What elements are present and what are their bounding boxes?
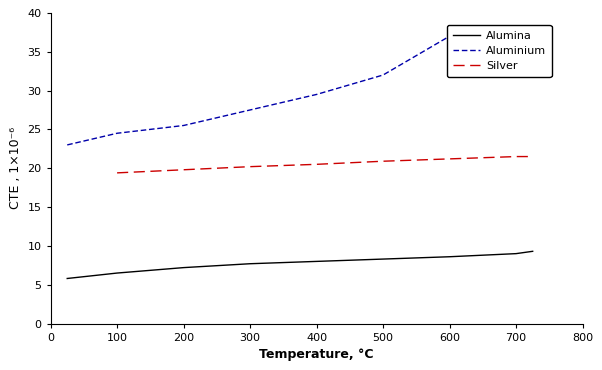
Alumina	[64, 276, 71, 281]
Aluminium	[246, 108, 253, 112]
Alumina	[379, 257, 386, 261]
Alumina	[313, 259, 320, 263]
Line: Alumina: Alumina	[67, 251, 533, 279]
Aluminium	[379, 73, 386, 77]
Silver	[529, 154, 536, 159]
Line: Silver: Silver	[117, 157, 533, 173]
Aluminium	[313, 92, 320, 97]
Silver	[246, 164, 253, 169]
Alumina	[246, 262, 253, 266]
X-axis label: Temperature, °C: Temperature, °C	[259, 348, 374, 361]
Aluminium	[446, 34, 453, 38]
Line: Aluminium: Aluminium	[67, 36, 450, 145]
Alumina	[529, 249, 536, 253]
Y-axis label: CTE , 1×10⁻⁶: CTE , 1×10⁻⁶	[9, 127, 22, 209]
Aluminium	[64, 143, 71, 147]
Silver	[114, 171, 121, 175]
Aluminium	[114, 131, 121, 135]
Alumina	[446, 255, 453, 259]
Alumina	[512, 251, 520, 256]
Aluminium	[180, 123, 187, 128]
Legend: Alumina, Aluminium, Silver: Alumina, Aluminium, Silver	[447, 25, 551, 77]
Silver	[512, 154, 520, 159]
Silver	[180, 168, 187, 172]
Alumina	[180, 265, 187, 270]
Silver	[446, 157, 453, 161]
Alumina	[114, 271, 121, 275]
Silver	[313, 162, 320, 166]
Silver	[379, 159, 386, 164]
